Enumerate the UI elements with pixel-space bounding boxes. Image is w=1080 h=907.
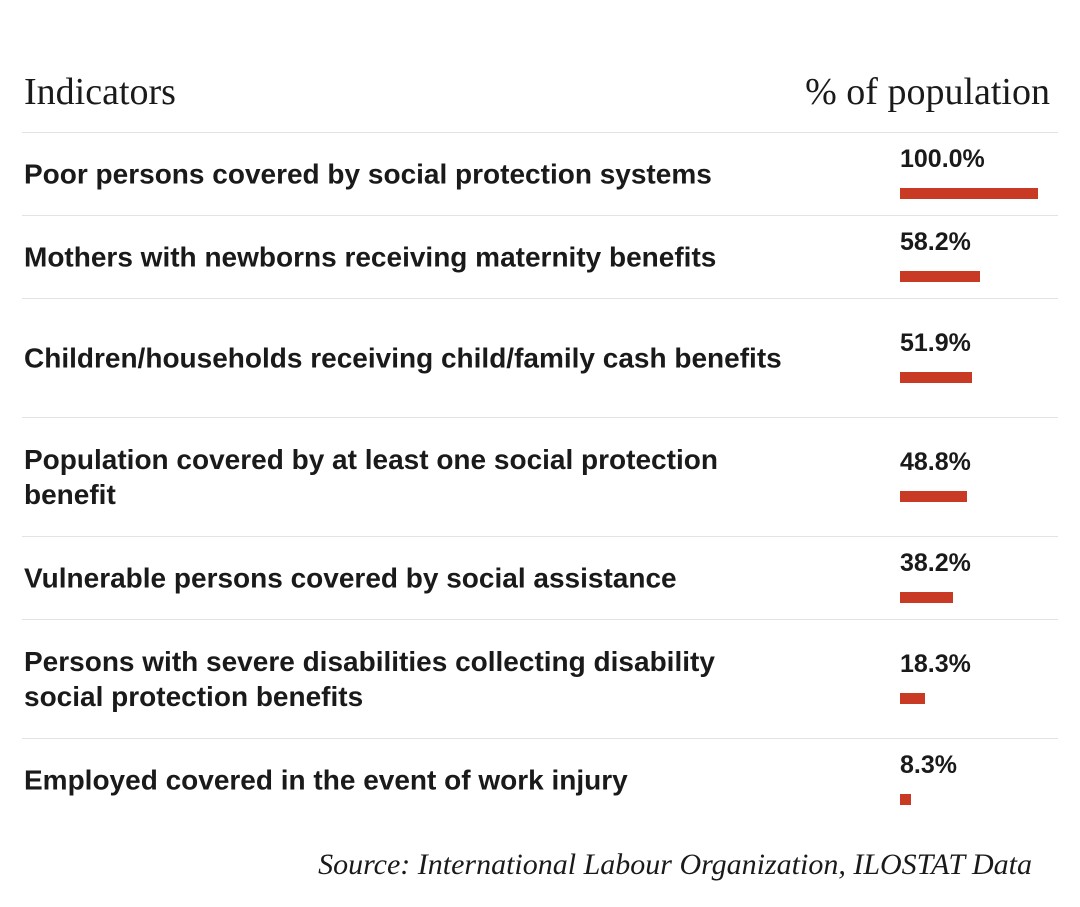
indicator-row: Persons with severe disabilities collect… [22, 620, 1058, 739]
value-label: 38.2% [900, 548, 971, 578]
indicator-label: Poor persons covered by social protectio… [24, 157, 794, 192]
value-cell: 38.2% [900, 548, 1060, 608]
value-bar [900, 271, 980, 282]
value-cell: 58.2% [900, 227, 1060, 287]
value-label: 51.9% [900, 328, 971, 358]
value-label: 48.8% [900, 447, 971, 477]
value-bar [900, 693, 925, 704]
indicator-row: Employed covered in the event of work in… [22, 739, 1058, 821]
source-note: Source: International Labour Organizatio… [318, 848, 1032, 882]
value-label: 18.3% [900, 649, 971, 679]
indicator-row: Mothers with newborns receiving maternit… [22, 216, 1058, 299]
indicator-label: Children/households receiving child/fami… [24, 341, 794, 376]
value-cell: 100.0% [900, 144, 1060, 204]
indicator-label: Population covered by at least one socia… [24, 442, 794, 512]
indicator-label: Mothers with newborns receiving maternit… [24, 240, 794, 275]
indicator-row: Vulnerable persons covered by social ass… [22, 537, 1058, 620]
value-bar [900, 372, 972, 383]
value-bar [900, 491, 967, 502]
percent-column-header: % of population [805, 70, 1050, 114]
value-bar [900, 592, 953, 603]
indicator-row: Children/households receiving child/fami… [22, 299, 1058, 418]
value-label: 8.3% [900, 750, 957, 780]
value-cell: 48.8% [900, 447, 1060, 507]
value-cell: 51.9% [900, 328, 1060, 388]
indicator-row: Poor persons covered by social protectio… [22, 133, 1058, 216]
table-header: Indicators % of population [22, 60, 1058, 133]
value-label: 58.2% [900, 227, 971, 257]
indicators-column-header: Indicators [24, 70, 176, 114]
indicator-label: Vulnerable persons covered by social ass… [24, 561, 794, 596]
value-cell: 18.3% [900, 649, 1060, 709]
indicator-rows: Poor persons covered by social protectio… [22, 133, 1058, 821]
indicator-label: Persons with severe disabilities collect… [24, 644, 794, 714]
value-label: 100.0% [900, 144, 985, 174]
value-bar [900, 794, 911, 805]
value-bar [900, 188, 1038, 199]
indicator-row: Population covered by at least one socia… [22, 418, 1058, 537]
indicator-label: Employed covered in the event of work in… [24, 763, 794, 798]
value-cell: 8.3% [900, 750, 1060, 810]
